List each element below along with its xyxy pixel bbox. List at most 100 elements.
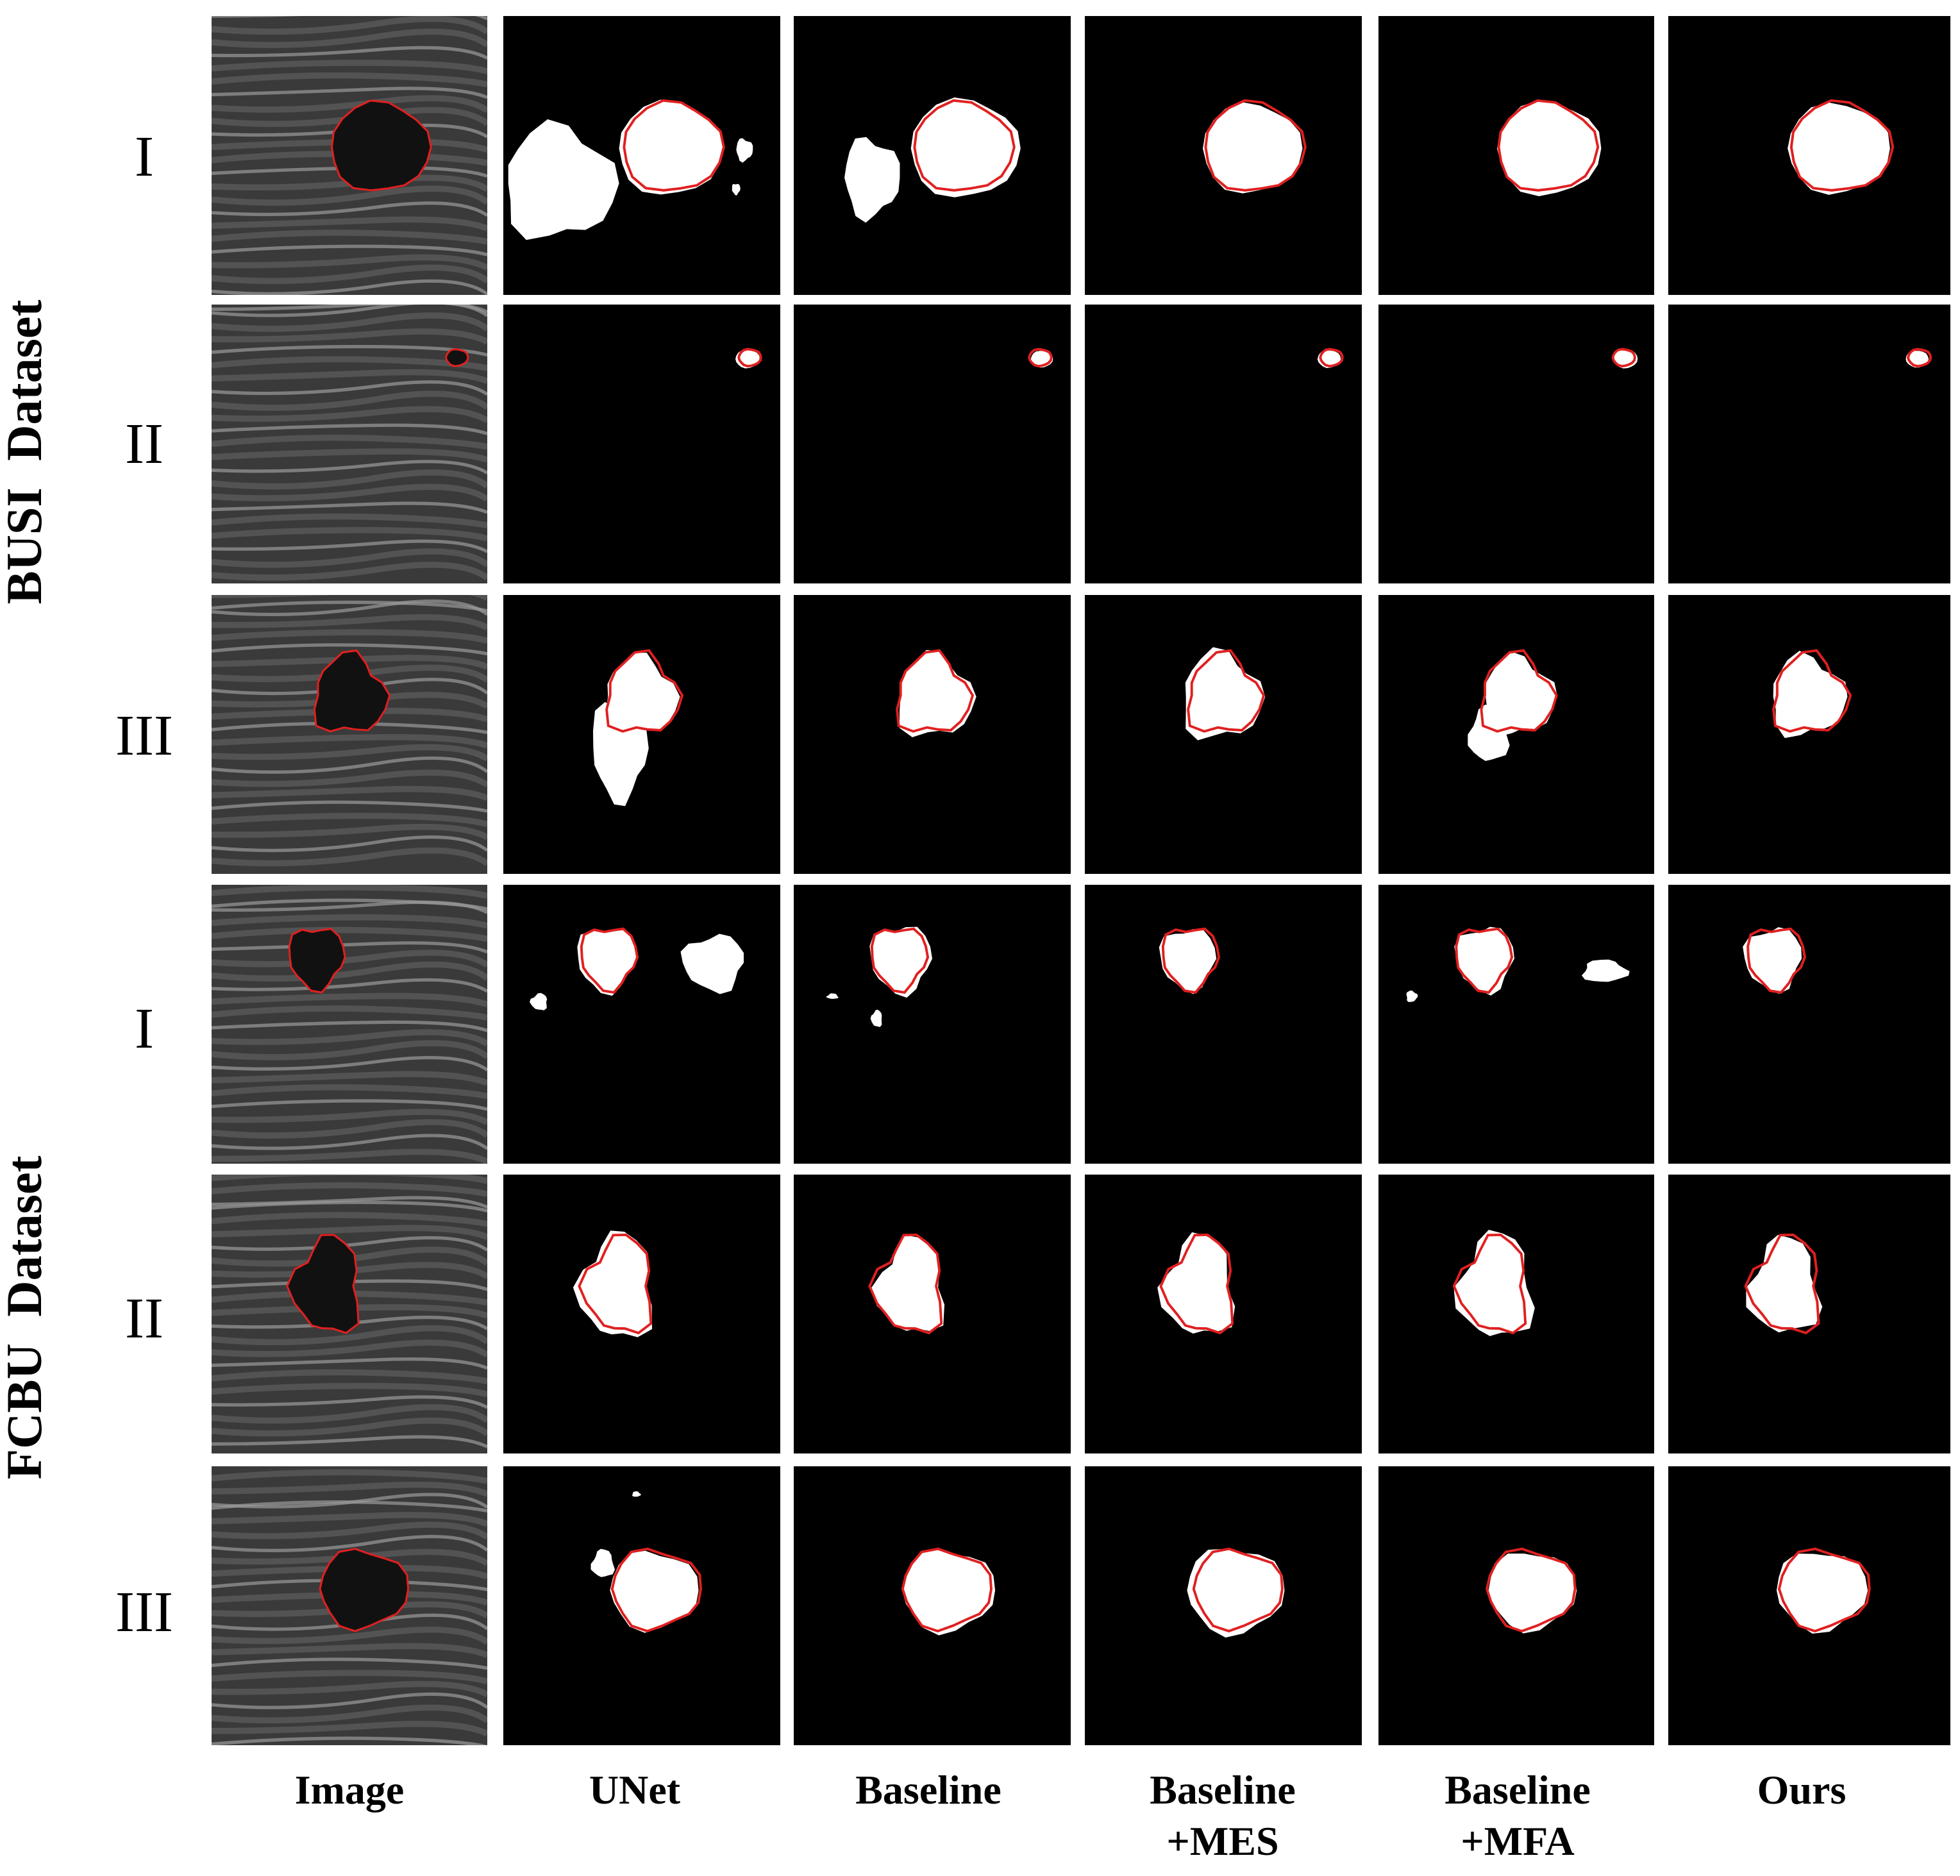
tissue-band [212,898,487,911]
tissue-band [212,28,487,49]
segmentation-mask [1668,885,1950,1164]
tissue-band [212,562,487,581]
tissue-band [212,961,487,982]
tissue-band [212,423,487,435]
tissue-band [212,60,487,74]
tissue-band [212,434,487,450]
mask-background [794,305,1071,583]
tissue-band [212,1325,487,1346]
tissue-band [212,1040,487,1060]
segmentation-mask [794,595,1071,874]
tissue-band [212,1235,487,1252]
segmentation-mask [503,595,780,874]
group-label-busi: BUSI Dataset [0,299,52,605]
tissue-band [212,1099,487,1111]
tissue-band [212,513,487,529]
ultrasound-image [212,885,487,1164]
ground-truth-contour [901,1547,993,1633]
tissue-band [212,769,487,788]
mask-background [794,595,1071,874]
ground-truth-contour [580,927,639,994]
ground-truth-contour [1455,927,1514,994]
tissue-band [212,600,487,613]
ground-truth-contour [578,1233,653,1335]
false-positive-region [508,119,619,240]
mask-background [1378,595,1654,874]
tissue-band [212,1182,487,1198]
mask-background [1668,885,1950,1164]
lesion-region [314,650,390,732]
segmentation-mask [1378,1175,1654,1453]
segmentation-mask [1085,16,1362,295]
row-label: III [115,1580,173,1644]
segmentation-mask [1085,595,1362,874]
tissue-band [212,244,487,256]
false-positive-region [1406,990,1418,1002]
false-positive-region [632,1491,641,1497]
tissue-band [212,823,487,841]
tissue-band [212,483,487,502]
tissue-band [212,1316,487,1330]
lesion-region [289,928,346,992]
mask-background [503,885,780,1164]
tissue-band [212,185,487,206]
tissue-band [212,614,487,631]
mask-background [1085,885,1362,1164]
ground-truth-contour [1744,1233,1820,1335]
tissue-band [212,279,487,295]
segmentation-mask [503,305,780,583]
tissue-band [212,992,487,1008]
predicted-mask [1203,102,1303,194]
ground-truth-contour [1777,1547,1871,1633]
ground-truth-contour [1192,1547,1284,1633]
segmentation-mask [1668,305,1950,583]
tissue-band [212,1626,487,1645]
tissue-band [212,1521,487,1540]
tissue-band [212,1020,487,1032]
tissue-band [212,1290,487,1306]
tissue-band [212,978,487,993]
ground-truth-contour [1485,1547,1577,1633]
predicted-mask [1746,1234,1823,1333]
tissue-band [212,1720,487,1737]
tissue-band [212,1469,487,1484]
tissue-band [212,629,487,644]
predicted-mask [1185,647,1266,741]
tissue-band [212,72,487,88]
tissue-band [212,1225,487,1240]
ground-truth-contour [319,1548,410,1632]
predicted-mask [1157,1232,1235,1334]
lesion-region [319,1548,408,1632]
tissue-band [212,1279,487,1291]
tissue-band [212,1395,487,1409]
tissue-band [212,1535,487,1553]
row-label: I [135,125,154,188]
ground-truth-contour [1497,99,1600,192]
false-positive-region [732,183,741,196]
tissue-band [212,1212,487,1227]
tissue-band [212,527,487,542]
column-label: Baseline [855,1767,1001,1813]
tissue-band [212,1500,487,1513]
tissue-band [212,1512,487,1527]
tissue-band [212,201,487,217]
tissue-band [212,216,487,231]
row-label: II [125,412,163,476]
predicted-mask [1496,100,1602,197]
ground-truth-contour [1746,927,1807,994]
tissue-band [212,1148,487,1164]
predicted-mask [605,653,680,735]
ground-truth-contour [1161,927,1221,994]
predicted-mask [871,1235,945,1332]
tissue-band [212,655,487,670]
tissue-band [212,380,487,396]
tissue-band [212,847,487,867]
segmentation-mask [1668,1175,1950,1453]
ground-truth-contour [330,99,432,192]
tissue-band [212,305,487,314]
mask-background [1085,305,1362,583]
ground-truth-contour [623,99,725,192]
tissue-band [212,264,487,285]
row-label: II [125,1287,163,1350]
tissue-band [212,812,487,828]
